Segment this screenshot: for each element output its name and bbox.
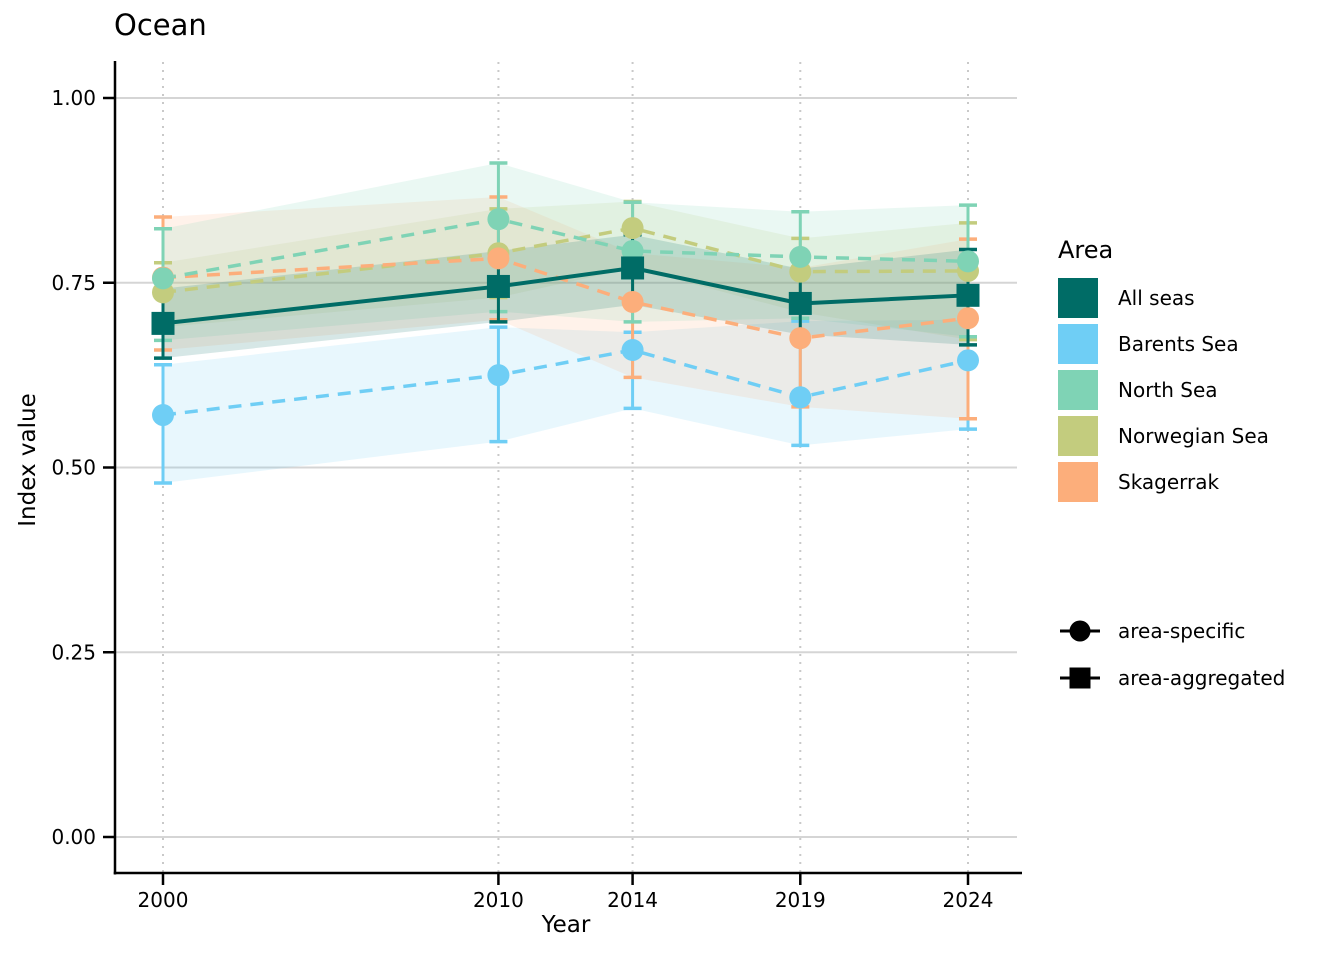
- y-tick-labels: 1.00 0.75 0.50 0.25 0.00: [51, 86, 96, 849]
- y-axis-label: Index value: [15, 393, 41, 527]
- y-tick-label: 0.25: [51, 640, 96, 664]
- circle-marker-key-icon: [1060, 620, 1100, 642]
- line-north-sea: [162, 217, 969, 281]
- legend-item-label: Barents Sea: [1118, 332, 1239, 356]
- y-tick-label: 0.75: [51, 271, 96, 295]
- chart-title: Ocean: [114, 8, 207, 42]
- area-legend: Area All seas Barents Sea North Sea Norw…: [1058, 236, 1269, 508]
- legend-item-barents-sea: Barents Sea: [1058, 324, 1269, 364]
- legend-item-area-aggregated: area-aggregated: [1058, 658, 1285, 698]
- x-tick-labels: 2000 2010 2014 2019 2024: [138, 888, 994, 912]
- x-tick-label: 2014: [607, 888, 658, 912]
- legend-item-skagerrak: Skagerrak: [1058, 462, 1269, 502]
- barents-sea-swatch-icon: [1058, 324, 1098, 364]
- points-all-seas: [151, 256, 980, 335]
- legend-item-norwegian-sea: Norwegian Sea: [1058, 416, 1269, 456]
- x-tick-label: 2010: [473, 888, 524, 912]
- norwegian-sea-swatch-icon: [1058, 416, 1098, 456]
- x-tick-label: 2024: [943, 888, 994, 912]
- area-legend-title: Area: [1058, 236, 1114, 264]
- legend-item-north-sea: North Sea: [1058, 370, 1269, 410]
- x-tick-label: 2019: [775, 888, 826, 912]
- legend-item-area-specific: area-specific: [1058, 611, 1285, 651]
- legend-item-label: All seas: [1118, 286, 1195, 310]
- points-barents-sea: [152, 338, 979, 427]
- ribbon-barents-sea: [163, 319, 968, 484]
- line-skagerrak: [162, 256, 969, 340]
- north-sea-swatch-icon: [1058, 370, 1098, 410]
- ribbon-all-seas: [163, 234, 968, 359]
- skagerrak-swatch-icon: [1058, 462, 1098, 502]
- legend-item-label: Norwegian Sea: [1118, 424, 1269, 448]
- ribbon-norwegian-sea: [163, 201, 968, 340]
- axis-lines: [103, 61, 1022, 885]
- y-tick-label: 0.50: [51, 456, 96, 480]
- legend-item-all-seas: All seas: [1058, 278, 1269, 318]
- shape-legend: area-specific area-aggregated: [1058, 611, 1285, 705]
- legend-item-label: area-aggregated: [1118, 666, 1286, 690]
- legend-item-label: North Sea: [1118, 378, 1218, 402]
- x-axis-label: Year: [541, 912, 591, 938]
- horizontal-gridlines: [115, 97, 1017, 838]
- ribbon-skagerrak: [163, 197, 968, 419]
- y-tick-label: 1.00: [51, 86, 96, 110]
- legend-item-label: area-specific: [1118, 619, 1246, 643]
- all-seas-swatch-icon: [1058, 278, 1098, 318]
- legend-item-label: Skagerrak: [1118, 470, 1220, 494]
- x-tick-label: 2000: [138, 888, 189, 912]
- y-tick-label: 0.00: [51, 825, 96, 849]
- square-marker-key-icon: [1060, 667, 1100, 689]
